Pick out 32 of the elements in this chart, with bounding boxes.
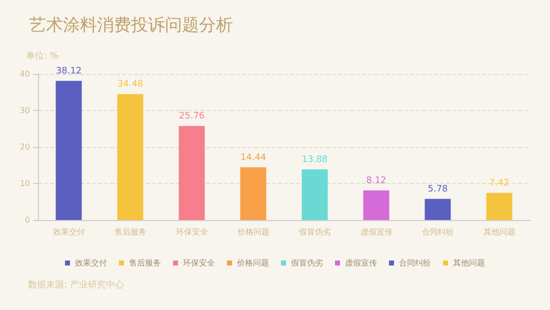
data-label: 8.12	[366, 176, 386, 186]
legend-label: 其他问题	[453, 258, 485, 268]
legend-label: 合同纠纷	[399, 258, 431, 268]
y-tick-label: 10	[20, 179, 30, 188]
y-tick-label: 40	[20, 70, 30, 78]
y-tick-label: 0	[24, 216, 30, 224]
data-label: 34.48	[117, 80, 144, 90]
x-tick-label: 售后服务	[114, 228, 146, 236]
x-tick-label: 价格问题	[236, 228, 270, 236]
legend-label: 效果交付	[75, 258, 107, 268]
data-label: 14.44	[240, 152, 266, 163]
source-note: 数据来源: 产业研究中心	[28, 280, 124, 290]
data-label: 25.76	[178, 111, 205, 122]
x-tick-label: 合同纠纷	[422, 228, 454, 236]
legend-label: 假冒伪劣	[291, 258, 323, 268]
data-label: 38.12	[56, 66, 82, 76]
legend-label: 价格问题	[236, 258, 269, 268]
y-tick-label: 30	[20, 106, 30, 115]
x-tick-label: 虚假宣传	[360, 228, 392, 236]
data-label: 5.78	[428, 184, 448, 194]
y-tick-label: 20	[20, 142, 30, 152]
x-tick-label: 其他问题	[483, 228, 516, 236]
legend-label: 售后服务	[129, 258, 161, 268]
y-axis-title: 单位: %	[26, 50, 59, 62]
chart-title: 艺术涂料消费投诉问题分析	[29, 16, 233, 36]
legend-label: 环保安全	[183, 258, 215, 268]
data-label: 13.88	[302, 154, 328, 165]
legend-label: 虚假宣传	[345, 258, 377, 268]
x-tick-label: 假冒伪劣	[298, 228, 331, 236]
data-label: 7.42	[489, 178, 510, 188]
x-tick-label: 环保安全	[176, 228, 208, 236]
x-tick-label: 效果交付	[52, 228, 85, 236]
